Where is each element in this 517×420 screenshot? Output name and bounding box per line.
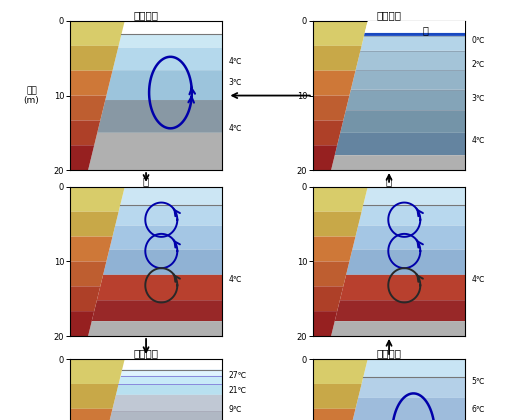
Polygon shape [70,359,125,384]
Title: 冬の停滴: 冬の停滴 [376,10,402,20]
Polygon shape [364,33,465,36]
Polygon shape [97,100,222,133]
Polygon shape [313,187,368,212]
Polygon shape [70,121,100,145]
Polygon shape [358,205,465,226]
Polygon shape [352,398,465,420]
Polygon shape [122,359,222,370]
Polygon shape [70,145,94,170]
Polygon shape [340,275,465,300]
Polygon shape [70,384,118,409]
Text: 3℃: 3℃ [229,78,242,87]
Polygon shape [120,370,222,375]
Polygon shape [92,300,222,321]
Title: 風: 風 [386,176,392,186]
Polygon shape [313,21,368,46]
Text: 0℃: 0℃ [472,36,485,45]
Polygon shape [115,205,222,226]
Polygon shape [70,21,125,46]
Polygon shape [88,321,222,336]
Text: 9℃: 9℃ [229,405,242,414]
Polygon shape [70,261,107,286]
Polygon shape [346,89,465,110]
Polygon shape [331,321,465,336]
Polygon shape [363,187,465,205]
Polygon shape [70,71,113,95]
Polygon shape [313,384,361,409]
Text: 4℃: 4℃ [229,275,242,284]
Polygon shape [118,34,222,48]
Text: 4℃: 4℃ [472,275,485,284]
Polygon shape [313,46,361,71]
Polygon shape [313,409,356,420]
Title: 夏の成層: 夏の成層 [133,348,159,358]
Polygon shape [70,212,118,236]
Polygon shape [118,375,222,384]
Title: 風: 風 [143,176,149,186]
Polygon shape [365,21,465,33]
Polygon shape [70,311,94,336]
Polygon shape [313,261,349,286]
Polygon shape [340,110,465,133]
Polygon shape [313,311,337,336]
Polygon shape [352,226,465,249]
Polygon shape [70,409,113,420]
Polygon shape [108,411,222,420]
Polygon shape [313,359,368,384]
Polygon shape [363,359,465,377]
Polygon shape [313,236,356,261]
Y-axis label: 水深
(m): 水深 (m) [24,86,39,105]
Polygon shape [331,155,465,170]
Polygon shape [360,36,465,51]
Text: 4℃: 4℃ [229,57,242,66]
Text: 4℃: 4℃ [229,124,242,133]
Text: 氷: 氷 [423,25,429,35]
Text: 6℃: 6℃ [472,405,485,414]
Polygon shape [358,377,465,398]
Text: 3℃: 3℃ [472,94,485,103]
Text: 5℃: 5℃ [472,377,485,386]
Polygon shape [351,70,465,89]
Polygon shape [70,95,107,121]
Polygon shape [70,236,113,261]
Polygon shape [356,51,465,70]
Polygon shape [313,212,361,236]
Polygon shape [313,145,337,170]
Polygon shape [113,48,222,70]
Polygon shape [88,133,222,170]
Polygon shape [103,249,222,275]
Text: 4℃: 4℃ [472,136,485,145]
Text: 2℃: 2℃ [472,60,485,69]
Polygon shape [97,275,222,300]
Polygon shape [70,46,118,71]
Polygon shape [334,300,465,321]
Polygon shape [70,286,100,311]
Text: 21℃: 21℃ [229,386,247,395]
Polygon shape [105,70,222,100]
Polygon shape [120,187,222,205]
Polygon shape [334,133,465,155]
Polygon shape [346,249,465,275]
Polygon shape [121,21,222,34]
Polygon shape [109,226,222,249]
Polygon shape [313,286,343,311]
Text: 27℃: 27℃ [229,371,247,380]
Polygon shape [313,121,343,145]
Polygon shape [112,395,222,411]
Polygon shape [313,95,349,121]
Title: 秋の逆転: 秋の逆転 [376,348,402,358]
Polygon shape [313,71,356,95]
Polygon shape [116,384,222,395]
Title: 春の逆転: 春の逆転 [133,10,159,20]
Polygon shape [70,187,125,212]
